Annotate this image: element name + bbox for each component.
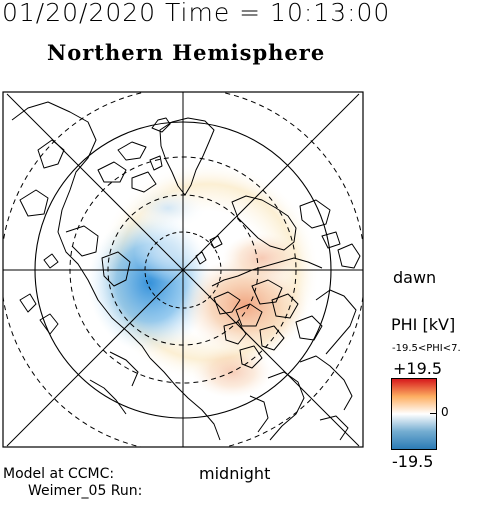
colorbar-zero-label: 0 (441, 405, 449, 419)
colorbar-zero-tick (430, 413, 436, 414)
run-label: Weimer_05 Run: (28, 483, 143, 499)
colorbar-title: PHI [kV] (391, 315, 456, 334)
coastlines (11, 101, 361, 441)
polar-map (2, 91, 364, 448)
colorbar-range: -19.5<PHI<7. (392, 343, 461, 354)
colorbar (391, 378, 437, 450)
model-label: Model at CCMC: (3, 466, 115, 482)
dawn-label: dawn (393, 268, 437, 287)
midnight-label: midnight (199, 464, 271, 483)
colorbar-min-label: -19.5 (392, 452, 434, 471)
colorbar-max-label: +19.5 (393, 359, 443, 378)
timestamp-title: 01/20/2020 Time = 10:13:00 (2, 0, 391, 27)
hemisphere-title: Northern Hemisphere (47, 40, 326, 65)
